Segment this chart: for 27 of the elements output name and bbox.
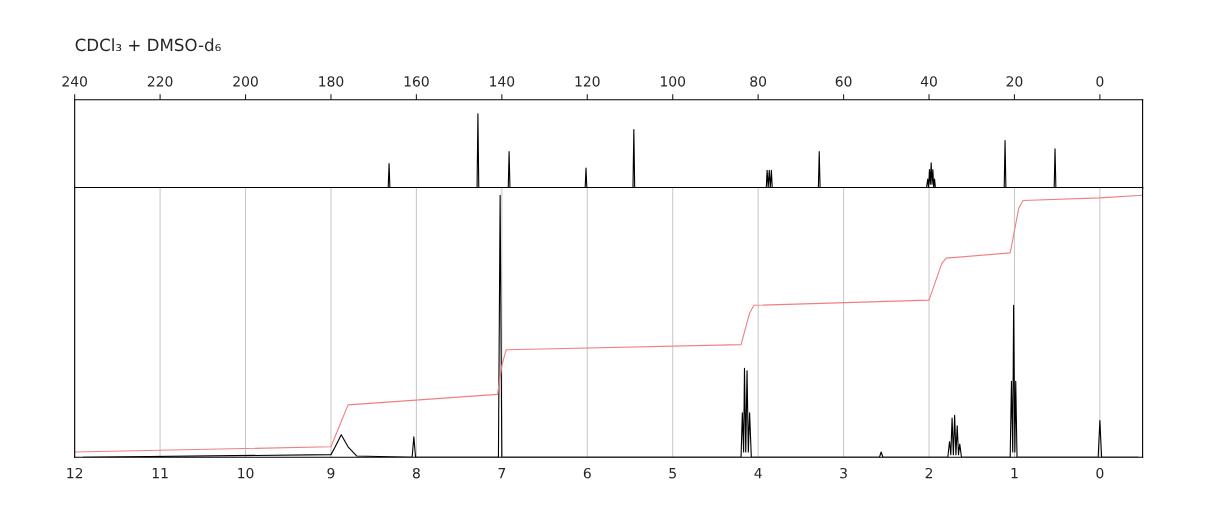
x-tick-label: 240	[62, 76, 87, 87]
x-tick-label: 180	[319, 76, 344, 87]
x-tick-label: 6	[583, 467, 591, 479]
x-tick-label: 140	[490, 76, 515, 87]
x-tick-label: 60	[835, 76, 852, 87]
chart-title: CDCl₃ + DMSO-d₆	[75, 38, 221, 52]
x-tick-label: 8	[412, 467, 420, 479]
x-tick-label: 12	[67, 467, 83, 479]
x-tick-label: 7	[498, 468, 506, 479]
x-tick-label: 80	[750, 76, 767, 87]
x-tick-label: 160	[404, 76, 429, 87]
x-tick-label: 10	[238, 467, 254, 479]
x-tick-label: 3	[840, 467, 847, 479]
x-tick-label: 11	[152, 468, 168, 479]
x-tick-label: 40	[920, 76, 937, 87]
x-tick-label: 120	[575, 76, 600, 87]
x-tick-label: 1	[1011, 468, 1018, 479]
x-tick-label: 200	[233, 76, 258, 87]
x-tick-label: 9	[327, 467, 335, 479]
x-tick-label: 100	[660, 76, 686, 87]
x-tick-label: 220	[147, 76, 173, 87]
x-tick-label: 5	[669, 468, 676, 479]
x-tick-label: 0	[1096, 467, 1104, 479]
x-tick-label: 0	[1096, 76, 1104, 87]
x-tick-label: 4	[754, 468, 762, 479]
x-tick-label: 2	[925, 467, 933, 479]
x-tick-label: 20	[1006, 76, 1023, 87]
